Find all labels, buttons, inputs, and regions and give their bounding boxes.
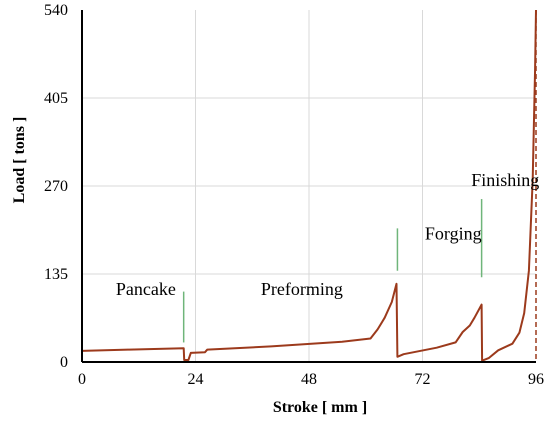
y-tick-label: 270 (44, 178, 68, 195)
y-tick-label: 540 (44, 2, 68, 19)
y-tick-label: 0 (60, 354, 68, 371)
annotation-label: Finishing (471, 170, 539, 190)
phase-markers (182, 199, 483, 343)
annotation-label: Pancake (116, 279, 176, 299)
grid (82, 10, 536, 362)
annotations: Pancake Preforming Forging Finishing (116, 170, 539, 299)
load-curve (81, 9, 537, 362)
x-tick-label: 24 (188, 371, 204, 388)
x-tick-label: 48 (301, 371, 317, 388)
y-axis-label: Load [ tons ] (11, 117, 28, 204)
axes (81, 10, 536, 363)
x-tick-label: 0 (78, 371, 86, 388)
annotation-label: Preforming (261, 279, 343, 299)
y-tick-label: 405 (44, 90, 68, 107)
x-tick-labels: 0 24 48 72 96 (78, 371, 544, 388)
annotation-label: Forging (425, 223, 482, 243)
y-tick-labels: 0 135 270 405 540 (44, 2, 68, 371)
x-axis-label: Stroke [ mm ] (273, 399, 367, 416)
y-tick-label: 135 (44, 266, 68, 283)
x-tick-label: 96 (528, 371, 544, 388)
series-layer (81, 9, 537, 362)
x-tick-label: 72 (415, 371, 431, 388)
